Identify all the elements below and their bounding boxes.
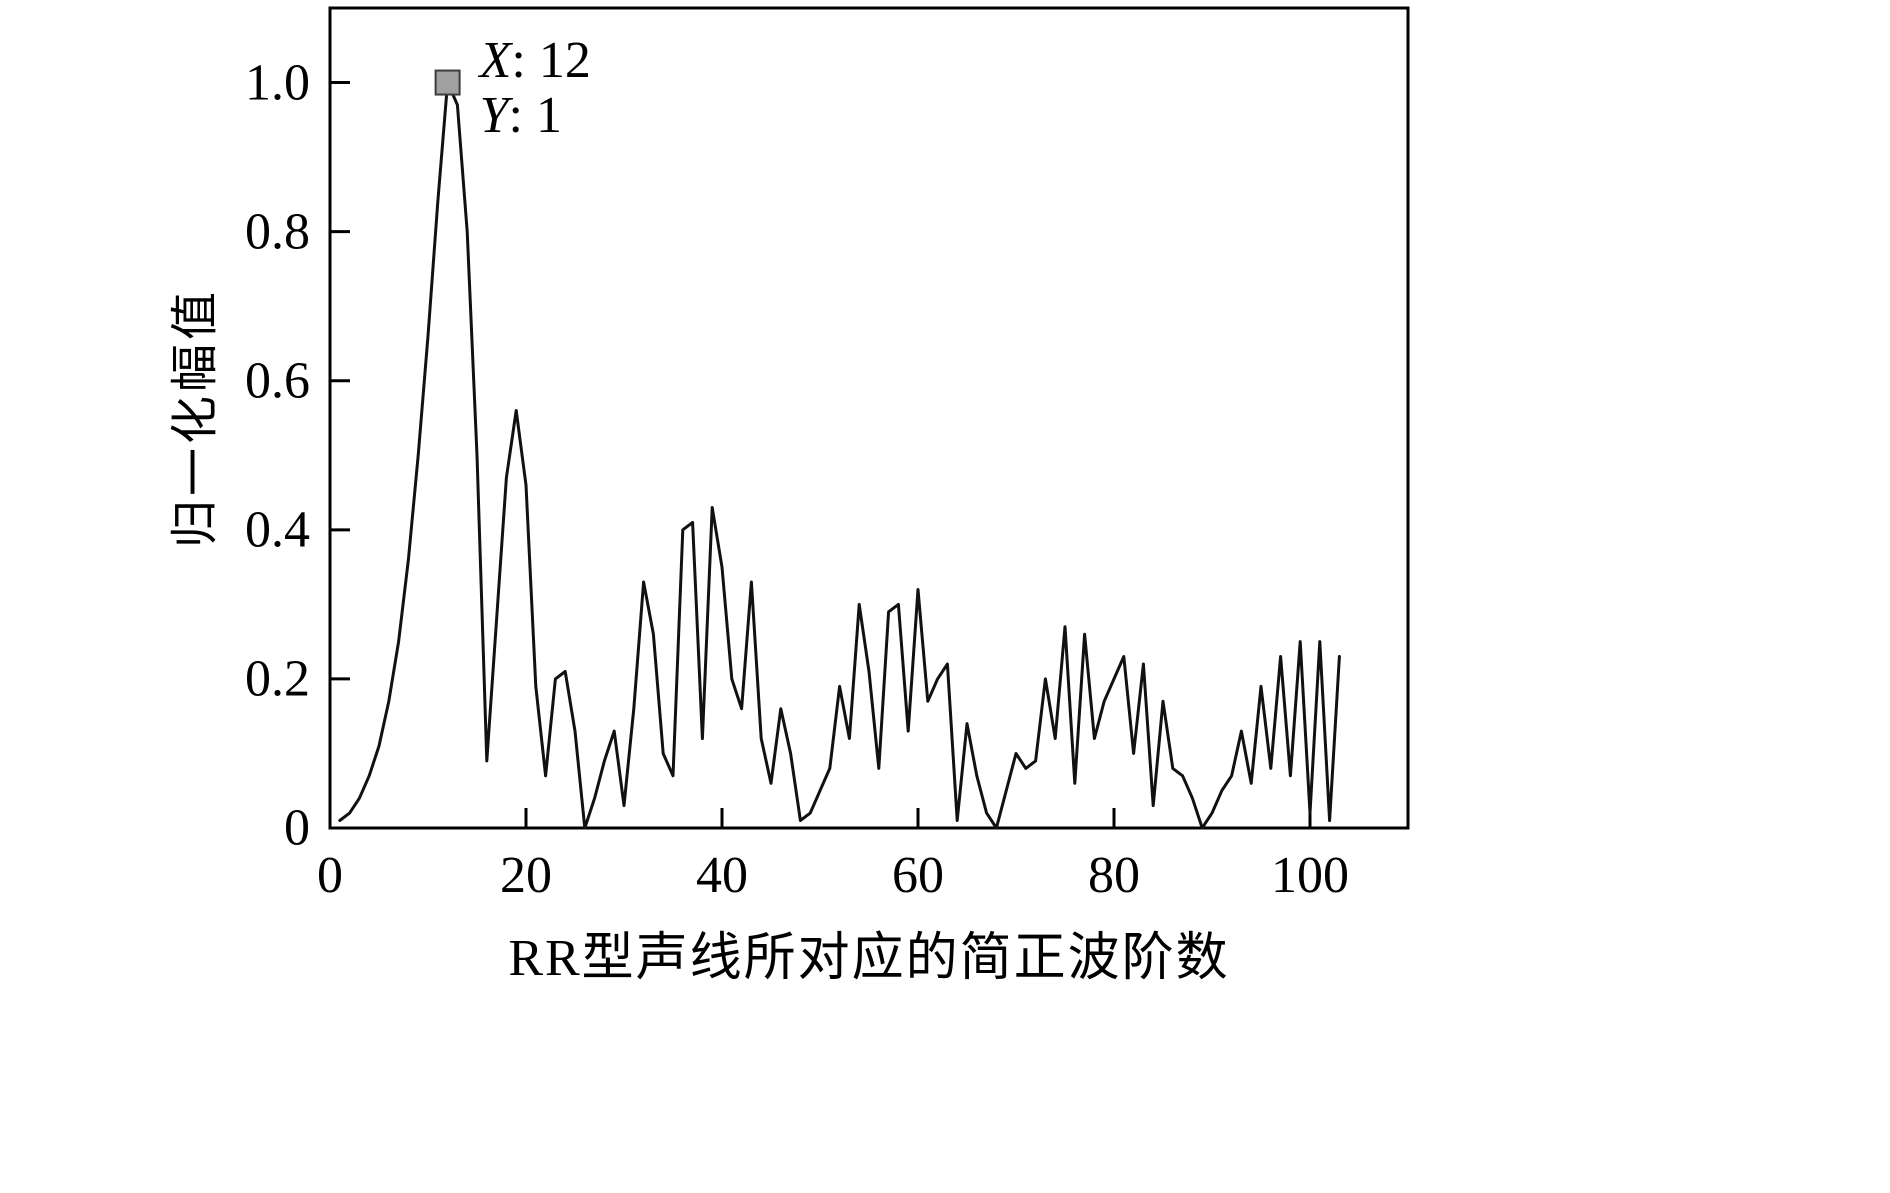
peak-annotation: X: 12 Y: 1 [480, 33, 591, 143]
x-tick-label: 20 [500, 847, 552, 904]
annotation-y-separator: : [508, 86, 536, 144]
x-axis-label: RR型声线所对应的简正波阶数 [508, 930, 1230, 987]
annotation-x-value: 12 [538, 31, 591, 89]
x-tick-label: 0 [317, 847, 343, 904]
annotation-x-symbol: X [479, 31, 512, 89]
annotation-y-value: 1 [535, 86, 562, 144]
annotation-x-separator: : [511, 31, 539, 89]
y-tick-label: 0.2 [245, 650, 310, 708]
y-tick-label: 0.6 [245, 352, 310, 410]
y-tick-label: 1.0 [245, 54, 310, 112]
data-line [338, 81, 1341, 830]
plot-border [328, 6, 1410, 830]
annotation-line-y: Y: 1 [480, 88, 591, 143]
y-tick-label: 0.8 [245, 203, 310, 261]
peak-marker [434, 69, 461, 96]
x-tick-label: 80 [1088, 847, 1140, 904]
y-tick-label: 0 [284, 799, 310, 857]
annotation-line-x: X: 12 [480, 33, 591, 88]
annotation-y-symbol: Y [479, 86, 509, 144]
axis-ticks [328, 81, 1312, 830]
y-tick-label: 0.4 [245, 501, 310, 559]
x-tick-label: 100 [1271, 847, 1349, 904]
x-tick-label: 60 [892, 847, 944, 904]
y-axis-label: 归一化幅值 [169, 287, 222, 549]
x-tick-label: 40 [696, 847, 748, 904]
